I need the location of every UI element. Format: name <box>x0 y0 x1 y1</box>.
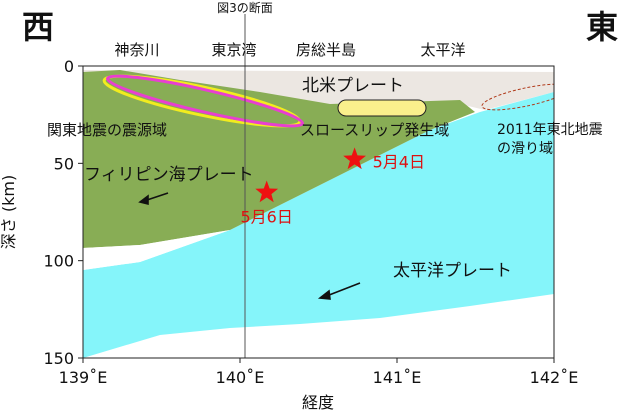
y-axis: 0 50 100 150 <box>43 57 83 368</box>
tohoku-slip-outline <box>481 83 554 111</box>
event-star <box>343 147 366 170</box>
x-tick-label: 141˚E <box>373 368 422 387</box>
x-axis-title: 経度 <box>302 393 334 412</box>
section-label: 図3の断面 <box>217 0 273 15</box>
place-boso: 房総半島 <box>296 41 356 59</box>
event-star <box>255 180 279 203</box>
pacific-motion-arrow <box>317 282 361 300</box>
kanto-source-label: 関東地震の震源域 <box>47 121 167 139</box>
y-tick-label: 50 <box>54 154 74 173</box>
y-axis-title: 深さ (km) <box>0 175 18 249</box>
slow-slip-region <box>337 99 427 117</box>
plot-area <box>83 70 554 358</box>
tohoku-slip-label-line2: の滑り域 <box>497 140 553 157</box>
philippine-motion-arrow <box>138 192 169 206</box>
north-american-plate-label: 北米プレート <box>302 76 404 96</box>
philippine-plate-label: フィリピン海プレート <box>84 165 254 185</box>
event-date-label: 5月6日 <box>241 208 293 227</box>
event-date-label: 5月4日 <box>373 152 425 171</box>
east-label: 東 <box>586 8 618 46</box>
x-tick-label: 142˚E <box>530 368 579 387</box>
place-kanagawa: 神奈川 <box>114 41 159 59</box>
y-tick-label: 100 <box>43 252 74 271</box>
plot-frame <box>82 65 555 359</box>
x-tick-label: 140˚E <box>216 368 265 387</box>
place-tokyo-bay: 東京湾 <box>211 41 256 59</box>
x-tick-label: 139˚E <box>59 368 108 387</box>
earthquake-events: 5月4日 5月6日 <box>241 147 425 227</box>
pacific-plate-label: 太平洋プレート <box>393 261 512 281</box>
slow-slip-label: スロースリップ発生域 <box>300 121 449 139</box>
y-tick-label: 150 <box>43 349 74 368</box>
pacific-plate <box>83 92 554 358</box>
kanto-source-outline-magenta <box>106 74 304 128</box>
place-pacific-ocean: 太平洋 <box>420 41 465 59</box>
x-axis: 139˚E 140˚E 141˚E 142˚E <box>59 358 579 387</box>
kanto-source-outline-yellow <box>102 74 302 128</box>
tohoku-slip-label-line1: 2011年東北地震 <box>497 122 603 138</box>
y-tick-label: 0 <box>64 57 74 76</box>
mantle-wedge <box>83 230 230 270</box>
west-label: 西 <box>22 8 54 46</box>
